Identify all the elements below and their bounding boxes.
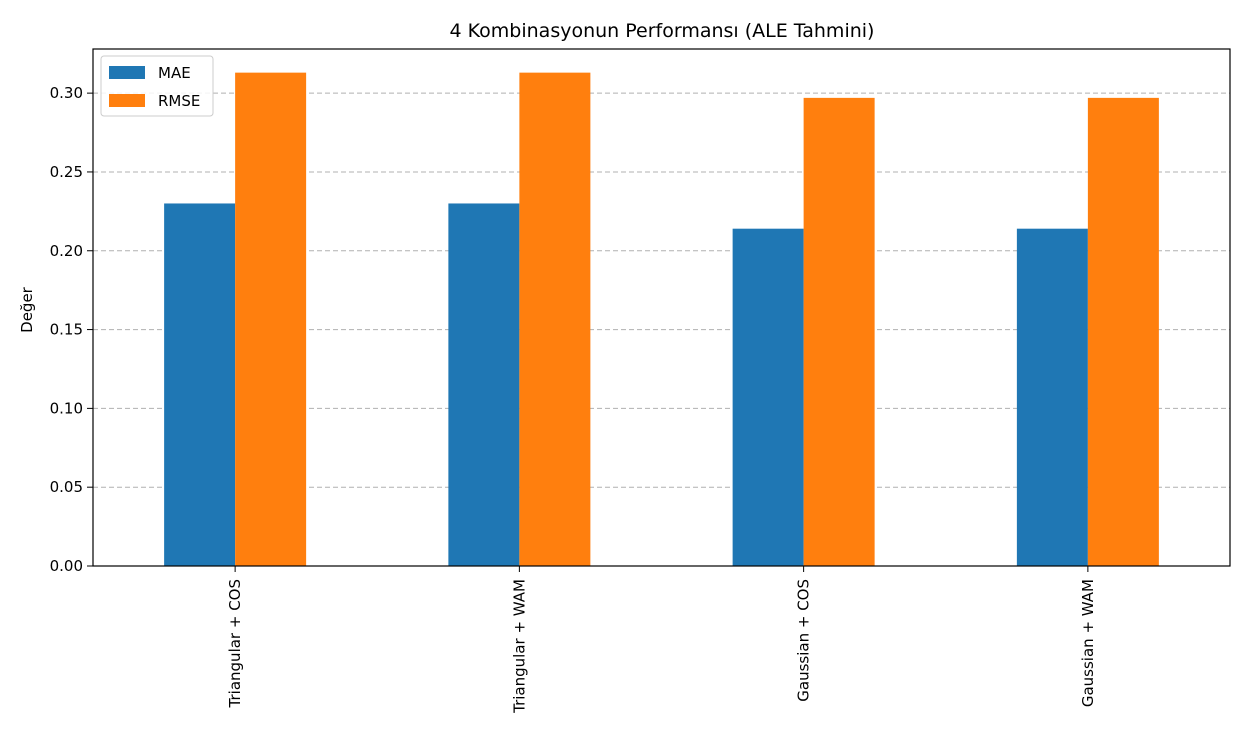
bar-mae xyxy=(164,203,236,566)
x-tick-label: Gaussian + COS xyxy=(795,579,813,702)
y-tick-label: 0.30 xyxy=(50,84,83,102)
legend-swatch-mae xyxy=(109,66,145,79)
x-tick-label: Triangular + WAM xyxy=(510,579,528,714)
bars xyxy=(164,72,1159,567)
x-tick-label: Gaussian + WAM xyxy=(1079,579,1097,707)
y-tick-label: 0.25 xyxy=(50,163,83,181)
y-tick-label: 0.10 xyxy=(50,399,83,417)
bar-rmse xyxy=(519,72,591,566)
legend-swatch-rmse xyxy=(109,94,145,107)
y-tick-label: 0.15 xyxy=(50,321,83,339)
bar-rmse xyxy=(235,72,307,566)
bar-rmse xyxy=(803,97,875,567)
bar-mae xyxy=(448,203,520,566)
x-axis-ticks: Triangular + COS Triangular + WAM Gaussian… xyxy=(226,566,1097,714)
chart-title: 4 Kombinasyonun Performansı (ALE Tahmini… xyxy=(450,20,875,42)
legend-label-rmse: RMSE xyxy=(158,92,200,110)
legend-label-mae: MAE xyxy=(158,64,191,82)
y-axis-ticks: 0.00 0.05 0.10 0.15 0.20 0.25 0.30 xyxy=(50,84,93,575)
x-tick-label: Triangular + COS xyxy=(226,579,244,708)
bar-mae xyxy=(1016,228,1088,566)
bar-mae xyxy=(732,228,804,566)
y-tick-label: 0.20 xyxy=(50,242,83,260)
y-tick-label: 0.00 xyxy=(50,557,83,575)
plot-frame xyxy=(92,48,1231,567)
y-tick-label: 0.05 xyxy=(50,478,83,496)
y-axis-label: Değer xyxy=(18,286,36,333)
bar-rmse xyxy=(1087,97,1159,567)
legend: MAE RMSE xyxy=(100,55,214,117)
